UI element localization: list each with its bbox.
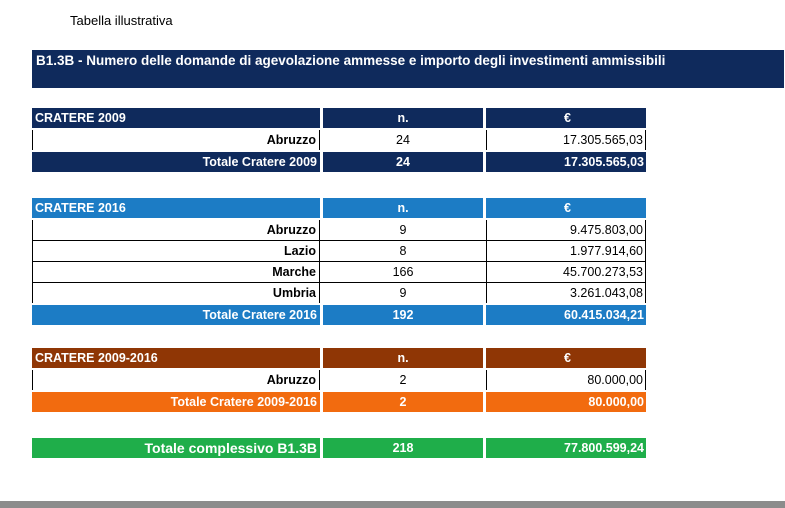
page-title: B1.3B - Numero delle domande di agevolaz… xyxy=(32,50,784,88)
row-n: 9 xyxy=(399,286,407,300)
total-label: Totale Cratere 2009-2016 xyxy=(32,392,320,412)
row-n: 8 xyxy=(399,244,407,258)
grand-total-label: Totale complessivo B1.3B xyxy=(32,438,320,458)
header-n: n. xyxy=(323,348,483,368)
section-header: CRATERE 2009-2016 n. € xyxy=(32,348,646,368)
total-label: Totale Cratere 2016 xyxy=(32,305,320,325)
row-eur: 17.305.565,03 xyxy=(486,130,646,150)
total-row: Totale Cratere 2016 192 60.415.034,21 xyxy=(32,305,646,325)
region-name: Abruzzo xyxy=(32,220,320,240)
row-n: 2 xyxy=(399,373,407,387)
row-eur: 3.261.043,08 xyxy=(486,283,646,303)
region-name: Umbria xyxy=(32,283,320,303)
row-eur: 80.000,00 xyxy=(486,370,646,390)
total-row: Totale Cratere 2009-2016 2 80.000,00 xyxy=(32,392,646,412)
header-eur: € xyxy=(486,108,646,128)
region-name: Abruzzo xyxy=(32,130,320,150)
total-n: 192 xyxy=(323,305,483,325)
row-n: 24 xyxy=(396,133,410,147)
section-cratere-2016: CRATERE 2016 n. € Abruzzo 9 9.475.803,00… xyxy=(32,198,646,325)
total-eur: 17.305.565,03 xyxy=(486,152,646,172)
section-header: CRATERE 2016 n. € xyxy=(32,198,646,218)
header-eur: € xyxy=(486,348,646,368)
caption: Tabella illustrativa xyxy=(70,13,173,28)
header-eur: € xyxy=(486,198,646,218)
section-cratere-2009: CRATERE 2009 n. € Abruzzo 24 17.305.565,… xyxy=(32,108,646,172)
row-n: 9 xyxy=(399,223,407,237)
row-eur: 1.977.914,60 xyxy=(486,241,646,261)
total-row: Totale Cratere 2009 24 17.305.565,03 xyxy=(32,152,646,172)
table-row: Umbria 9 3.261.043,08 xyxy=(32,283,646,303)
total-label: Totale Cratere 2009 xyxy=(32,152,320,172)
section-name: CRATERE 2009 xyxy=(32,108,320,128)
table-row: Abruzzo 9 9.475.803,00 xyxy=(32,220,646,241)
header-n: n. xyxy=(323,108,483,128)
section-header: CRATERE 2009 n. € xyxy=(32,108,646,128)
region-name: Lazio xyxy=(32,241,320,261)
grand-total-n: 218 xyxy=(323,438,483,458)
section-name: CRATERE 2016 xyxy=(32,198,320,218)
row-eur: 9.475.803,00 xyxy=(486,220,646,240)
table-row: Abruzzo 24 17.305.565,03 xyxy=(32,130,646,150)
region-name: Abruzzo xyxy=(32,370,320,390)
section-name: CRATERE 2009-2016 xyxy=(32,348,320,368)
total-n: 24 xyxy=(323,152,483,172)
total-n: 2 xyxy=(323,392,483,412)
header-n: n. xyxy=(323,198,483,218)
grand-total-eur: 77.800.599,24 xyxy=(486,438,646,458)
table-row: Lazio 8 1.977.914,60 xyxy=(32,241,646,262)
table-row: Marche 166 45.700.273,53 xyxy=(32,262,646,283)
total-eur: 80.000,00 xyxy=(486,392,646,412)
row-eur: 45.700.273,53 xyxy=(486,262,646,282)
row-n: 166 xyxy=(392,265,414,279)
region-name: Marche xyxy=(32,262,320,282)
grand-total: Totale complessivo B1.3B 218 77.800.599,… xyxy=(32,438,646,458)
bottom-bar xyxy=(0,501,785,508)
total-eur: 60.415.034,21 xyxy=(486,305,646,325)
table-row: Abruzzo 2 80.000,00 xyxy=(32,370,646,390)
section-cratere-2009-2016: CRATERE 2009-2016 n. € Abruzzo 2 80.000,… xyxy=(32,348,646,412)
grand-total-row: Totale complessivo B1.3B 218 77.800.599,… xyxy=(32,438,646,458)
